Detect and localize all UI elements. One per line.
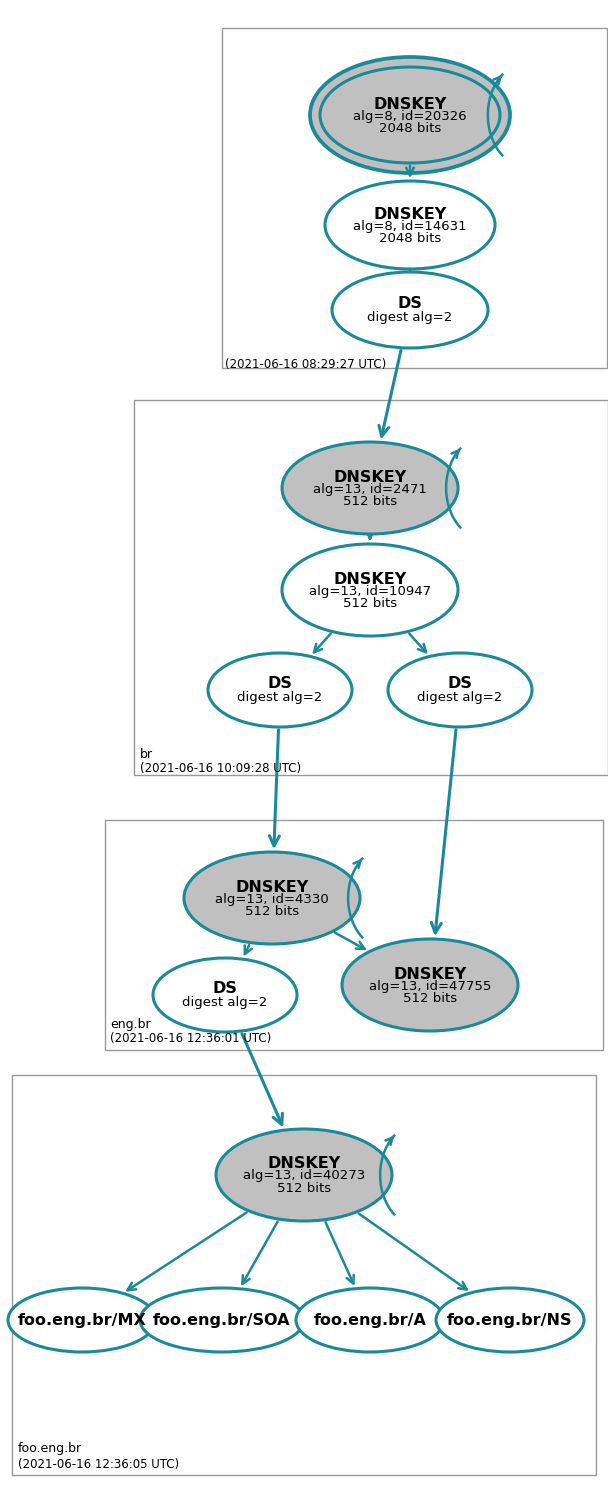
Ellipse shape (388, 653, 532, 726)
Text: DS: DS (398, 296, 423, 311)
Ellipse shape (325, 182, 495, 269)
Text: alg=8, id=14631: alg=8, id=14631 (353, 219, 467, 233)
Text: (2021-06-16 12:36:05 UTC): (2021-06-16 12:36:05 UTC) (18, 1457, 179, 1471)
Text: DNSKEY: DNSKEY (333, 572, 407, 587)
Ellipse shape (8, 1288, 156, 1352)
Text: foo.eng.br/NS: foo.eng.br/NS (447, 1312, 573, 1327)
Text: (2021-06-16 12:36:01 UTC): (2021-06-16 12:36:01 UTC) (110, 1033, 271, 1045)
Ellipse shape (282, 543, 458, 636)
Ellipse shape (216, 1129, 392, 1220)
Text: DNSKEY: DNSKEY (235, 880, 309, 895)
Ellipse shape (342, 940, 518, 1031)
Text: 512 bits: 512 bits (343, 494, 397, 507)
Ellipse shape (436, 1288, 584, 1352)
Text: 512 bits: 512 bits (343, 596, 397, 609)
Text: br: br (140, 747, 153, 761)
Text: 2048 bits: 2048 bits (379, 122, 441, 135)
Ellipse shape (310, 57, 510, 173)
Text: 512 bits: 512 bits (277, 1181, 331, 1195)
Text: digest alg=2: digest alg=2 (182, 995, 268, 1009)
Text: DS: DS (213, 980, 238, 995)
Text: DNSKEY: DNSKEY (373, 96, 447, 111)
Text: DNSKEY: DNSKEY (268, 1156, 340, 1171)
Ellipse shape (184, 853, 360, 944)
Text: (2021-06-16 08:29:27 UTC): (2021-06-16 08:29:27 UTC) (225, 359, 386, 371)
Text: foo.eng.br/SOA: foo.eng.br/SOA (153, 1312, 291, 1327)
Bar (222, 29, 607, 368)
Bar (12, 1075, 596, 1475)
Text: 512 bits: 512 bits (403, 992, 457, 1004)
Ellipse shape (320, 68, 500, 164)
Text: foo.eng.br/A: foo.eng.br/A (314, 1312, 426, 1327)
Bar (134, 399, 608, 775)
Text: 2048 bits: 2048 bits (379, 231, 441, 245)
Ellipse shape (153, 958, 297, 1033)
Text: alg=13, id=40273: alg=13, id=40273 (243, 1169, 365, 1183)
Ellipse shape (208, 653, 352, 726)
Text: DS: DS (447, 675, 472, 690)
Text: digest alg=2: digest alg=2 (417, 690, 503, 704)
Text: DNSKEY: DNSKEY (393, 967, 466, 982)
Text: alg=8, id=20326: alg=8, id=20326 (353, 110, 467, 123)
Text: DNSKEY: DNSKEY (373, 207, 447, 222)
Text: digest alg=2: digest alg=2 (367, 311, 452, 324)
Text: 512 bits: 512 bits (245, 905, 299, 917)
Ellipse shape (140, 1288, 304, 1352)
Text: foo.eng.br/MX: foo.eng.br/MX (18, 1312, 147, 1327)
Text: digest alg=2: digest alg=2 (237, 690, 323, 704)
Text: alg=13, id=47755: alg=13, id=47755 (369, 980, 491, 992)
Text: DNSKEY: DNSKEY (333, 470, 407, 485)
Text: eng.br: eng.br (110, 1018, 151, 1031)
Text: alg=13, id=10947: alg=13, id=10947 (309, 584, 431, 597)
Ellipse shape (332, 272, 488, 348)
Bar (105, 820, 603, 1051)
Text: (2021-06-16 10:09:28 UTC): (2021-06-16 10:09:28 UTC) (140, 763, 301, 775)
Text: alg=13, id=4330: alg=13, id=4330 (215, 893, 329, 905)
Text: alg=13, id=2471: alg=13, id=2471 (313, 482, 427, 495)
Text: DS: DS (268, 675, 292, 690)
Text: foo.eng.br: foo.eng.br (18, 1442, 82, 1454)
Ellipse shape (296, 1288, 444, 1352)
Ellipse shape (282, 441, 458, 534)
